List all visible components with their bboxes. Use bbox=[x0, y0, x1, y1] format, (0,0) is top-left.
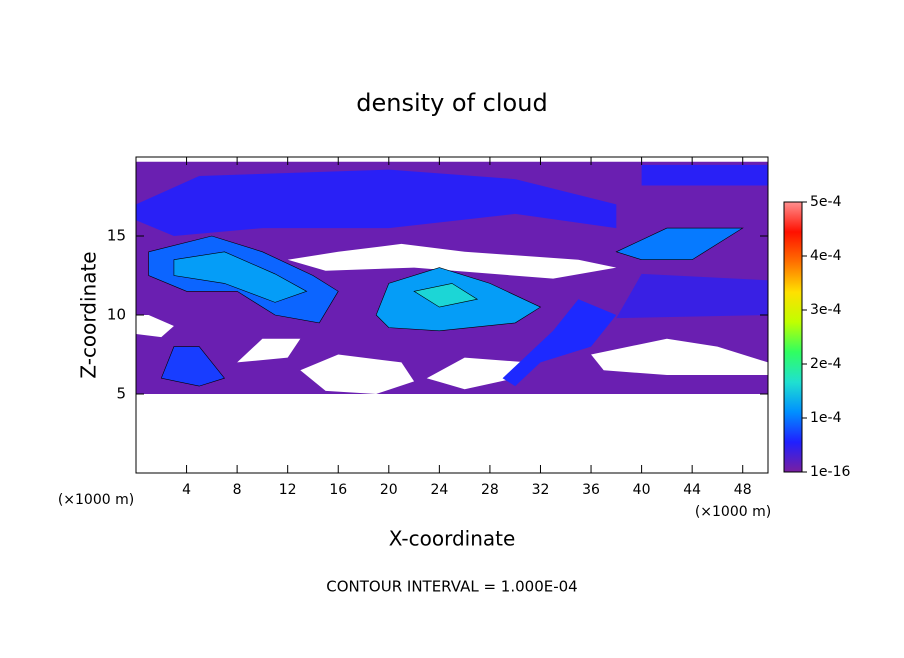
y-tick-label: 10 bbox=[107, 306, 126, 324]
colorbar-tick-label: 4e-4 bbox=[810, 248, 842, 264]
contour-region bbox=[300, 354, 415, 394]
x-tick-label: 20 bbox=[380, 482, 398, 498]
footer: CONTOUR INTERVAL = 1.000E-04 bbox=[326, 578, 577, 596]
colorbar-tick-label: 2e-4 bbox=[810, 356, 842, 372]
contour-region bbox=[136, 169, 617, 236]
x-axis-label: X-coordinate bbox=[389, 527, 516, 551]
contour-region bbox=[160, 346, 225, 387]
chart-title: density of cloud bbox=[356, 89, 547, 117]
x-tick-label: 36 bbox=[582, 482, 600, 498]
x-unit: (×1000 m) bbox=[58, 492, 134, 508]
plot-area bbox=[136, 161, 768, 394]
x-tick-label: 40 bbox=[633, 482, 651, 498]
x-tick-label: 44 bbox=[683, 482, 701, 498]
contour-region bbox=[173, 251, 308, 303]
contour-region bbox=[413, 283, 479, 308]
contour-region bbox=[426, 357, 528, 390]
x-tick-label: 4 bbox=[182, 482, 191, 498]
colorbar-tick-label: 1e-4 bbox=[810, 410, 842, 426]
y-axis-label: Z-coordinate bbox=[77, 251, 101, 378]
colorbar bbox=[783, 201, 803, 473]
x-unit: (×1000 m) bbox=[695, 504, 771, 520]
x-tick-label: 16 bbox=[329, 482, 347, 498]
x-tick-label: 48 bbox=[734, 482, 752, 498]
contour-region bbox=[591, 338, 768, 376]
colorbar-tick-label: 5e-4 bbox=[810, 194, 842, 210]
x-tick-label: 28 bbox=[481, 482, 499, 498]
colorbar-tick-label: 3e-4 bbox=[810, 302, 842, 318]
y-tick-label: 15 bbox=[107, 227, 126, 245]
contour-region bbox=[237, 338, 301, 363]
contour-region bbox=[136, 315, 174, 338]
contour-region bbox=[287, 243, 617, 279]
x-tick-label: 24 bbox=[430, 482, 448, 498]
contour-region bbox=[615, 227, 744, 261]
x-tick-label: 8 bbox=[233, 482, 242, 498]
contour-region bbox=[502, 299, 617, 387]
colorbar-tick-label: 1e-16 bbox=[810, 464, 850, 480]
x-tick-label: 12 bbox=[279, 482, 297, 498]
contour-region bbox=[616, 273, 768, 319]
contour-region bbox=[641, 164, 768, 186]
y-tick-label: 5 bbox=[116, 385, 126, 403]
x-tick-label: 32 bbox=[532, 482, 550, 498]
